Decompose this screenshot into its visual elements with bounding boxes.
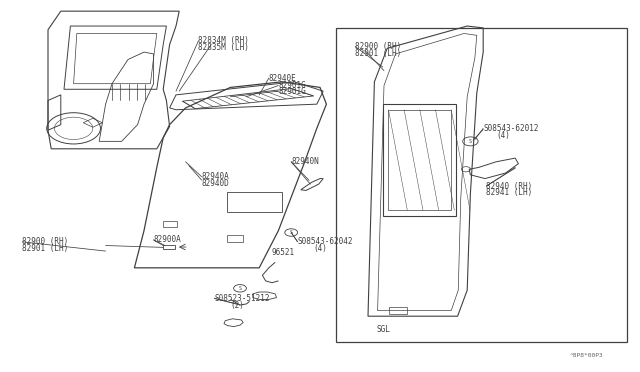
Text: 82900 (RH): 82900 (RH) — [22, 237, 68, 246]
Text: 82901 (LH): 82901 (LH) — [355, 49, 401, 58]
Text: S08543-62012: S08543-62012 — [483, 124, 539, 133]
Bar — [383, 104, 456, 216]
Bar — [227, 235, 243, 242]
Text: ^8P8*00P3: ^8P8*00P3 — [570, 353, 604, 358]
Text: 82941 (LH): 82941 (LH) — [486, 188, 532, 197]
Text: 82940A: 82940A — [202, 172, 229, 181]
Text: (4): (4) — [496, 131, 510, 140]
Bar — [163, 245, 175, 249]
Text: 82900 (RH): 82900 (RH) — [355, 42, 401, 51]
Text: 96521: 96521 — [272, 248, 295, 257]
Text: S08523-51212: S08523-51212 — [214, 294, 270, 303]
Text: 82900A: 82900A — [154, 235, 181, 244]
Text: S: S — [239, 286, 241, 291]
Text: 82940N: 82940N — [291, 157, 319, 166]
Text: SGL: SGL — [377, 325, 391, 334]
Bar — [336, 28, 627, 342]
Text: 82901G: 82901G — [278, 87, 306, 96]
Text: 82901G: 82901G — [278, 81, 306, 90]
Text: S08543-62042: S08543-62042 — [298, 237, 353, 246]
Text: 82940E: 82940E — [269, 74, 296, 83]
Text: 82940D: 82940D — [202, 179, 229, 187]
Bar — [163, 221, 177, 227]
Text: (2): (2) — [230, 301, 244, 310]
Text: S: S — [469, 139, 472, 144]
Text: (4): (4) — [314, 244, 328, 253]
Text: 82901 (LH): 82901 (LH) — [22, 244, 68, 253]
Bar — [388, 110, 451, 210]
Bar — [389, 307, 407, 314]
Text: 82834M (RH): 82834M (RH) — [198, 36, 249, 45]
Text: 82835M (LH): 82835M (LH) — [198, 43, 249, 52]
Text: 82940 (RH): 82940 (RH) — [486, 182, 532, 190]
Text: S: S — [290, 230, 292, 235]
Bar — [227, 192, 282, 212]
